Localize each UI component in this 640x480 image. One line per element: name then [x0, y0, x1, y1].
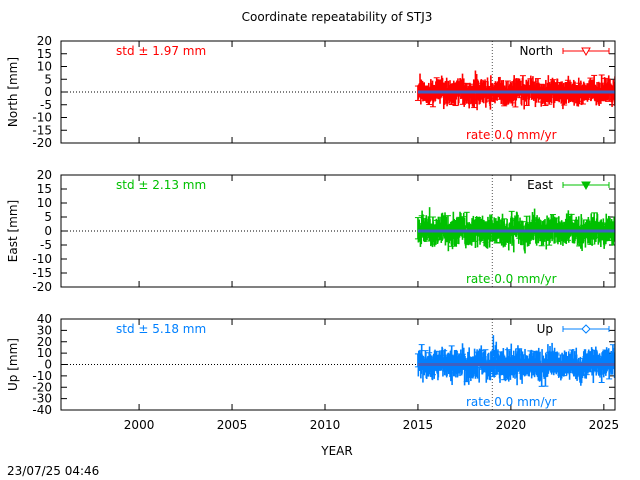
y-tick-label: 10 [37, 196, 52, 210]
y-tick-label: -20 [32, 136, 52, 150]
y-axis-label: North [mm] [6, 57, 20, 127]
legend-label: Up [537, 322, 553, 336]
y-tick-label: -40 [32, 403, 52, 417]
x-tick-label: 2000 [124, 418, 155, 432]
y-tick-label: 20 [37, 335, 52, 349]
y-tick-label: -10 [32, 252, 52, 266]
x-tick-label: 2020 [496, 418, 527, 432]
series-up [414, 335, 615, 387]
panel-frame [60, 318, 616, 411]
y-tick-label: -5 [40, 98, 52, 112]
y-tick-label: 20 [37, 34, 52, 48]
y-tick-label: 20 [37, 168, 52, 182]
y-tick-label: 15 [37, 182, 52, 196]
y-tick-label: 40 [37, 312, 52, 326]
x-tick-label: 2025 [589, 418, 620, 432]
y-tick-label: -15 [32, 123, 52, 137]
y-tick-label: -10 [32, 369, 52, 383]
y-tick-label: -10 [32, 111, 52, 125]
y-axis-label: East [mm] [6, 200, 20, 262]
y-tick-label: 30 [37, 323, 52, 337]
x-axis-label: YEAR [320, 444, 352, 458]
legend-marker [581, 181, 591, 191]
y-tick-label: 0 [44, 224, 52, 238]
y-tick-label: -30 [32, 392, 52, 406]
x-tick-label: 2005 [217, 418, 248, 432]
y-tick-label: -15 [32, 266, 52, 280]
std-label: std ± 5.18 mm [116, 322, 206, 336]
y-tick-label: 10 [37, 60, 52, 74]
legend-label: East [527, 178, 553, 192]
y-tick-label: 15 [37, 47, 52, 61]
y-axis-label: Up [mm] [6, 338, 20, 391]
rate-label: rate 0.0 mm/yr [466, 395, 557, 409]
y-tick-label: -20 [32, 380, 52, 394]
y-tick-label: 0 [44, 85, 52, 99]
x-tick-label: 2010 [310, 418, 341, 432]
rate-label: rate 0.0 mm/yr [466, 272, 557, 286]
rate-label: rate 0.0 mm/yr [466, 128, 557, 142]
y-tick-label: -20 [32, 280, 52, 294]
std-label: std ± 2.13 mm [116, 178, 206, 192]
std-label: std ± 1.97 mm [116, 44, 206, 58]
panel-frame [60, 174, 616, 288]
legend-marker [581, 324, 591, 334]
legend-marker [581, 47, 591, 57]
y-tick-label: 5 [44, 210, 52, 224]
y-tick-label: 5 [44, 72, 52, 86]
series-north [414, 70, 615, 111]
y-tick-label: 0 [44, 358, 52, 372]
chart-title: Coordinate repeatability of STJ3 [242, 10, 433, 24]
y-tick-label: -5 [40, 238, 52, 252]
legend-label: North [519, 44, 553, 58]
y-tick-label: 10 [37, 346, 52, 360]
x-tick-label: 2015 [403, 418, 434, 432]
timestamp: 23/07/25 04:46 [7, 464, 99, 478]
series-east [414, 207, 615, 254]
panel-frame [60, 40, 616, 144]
